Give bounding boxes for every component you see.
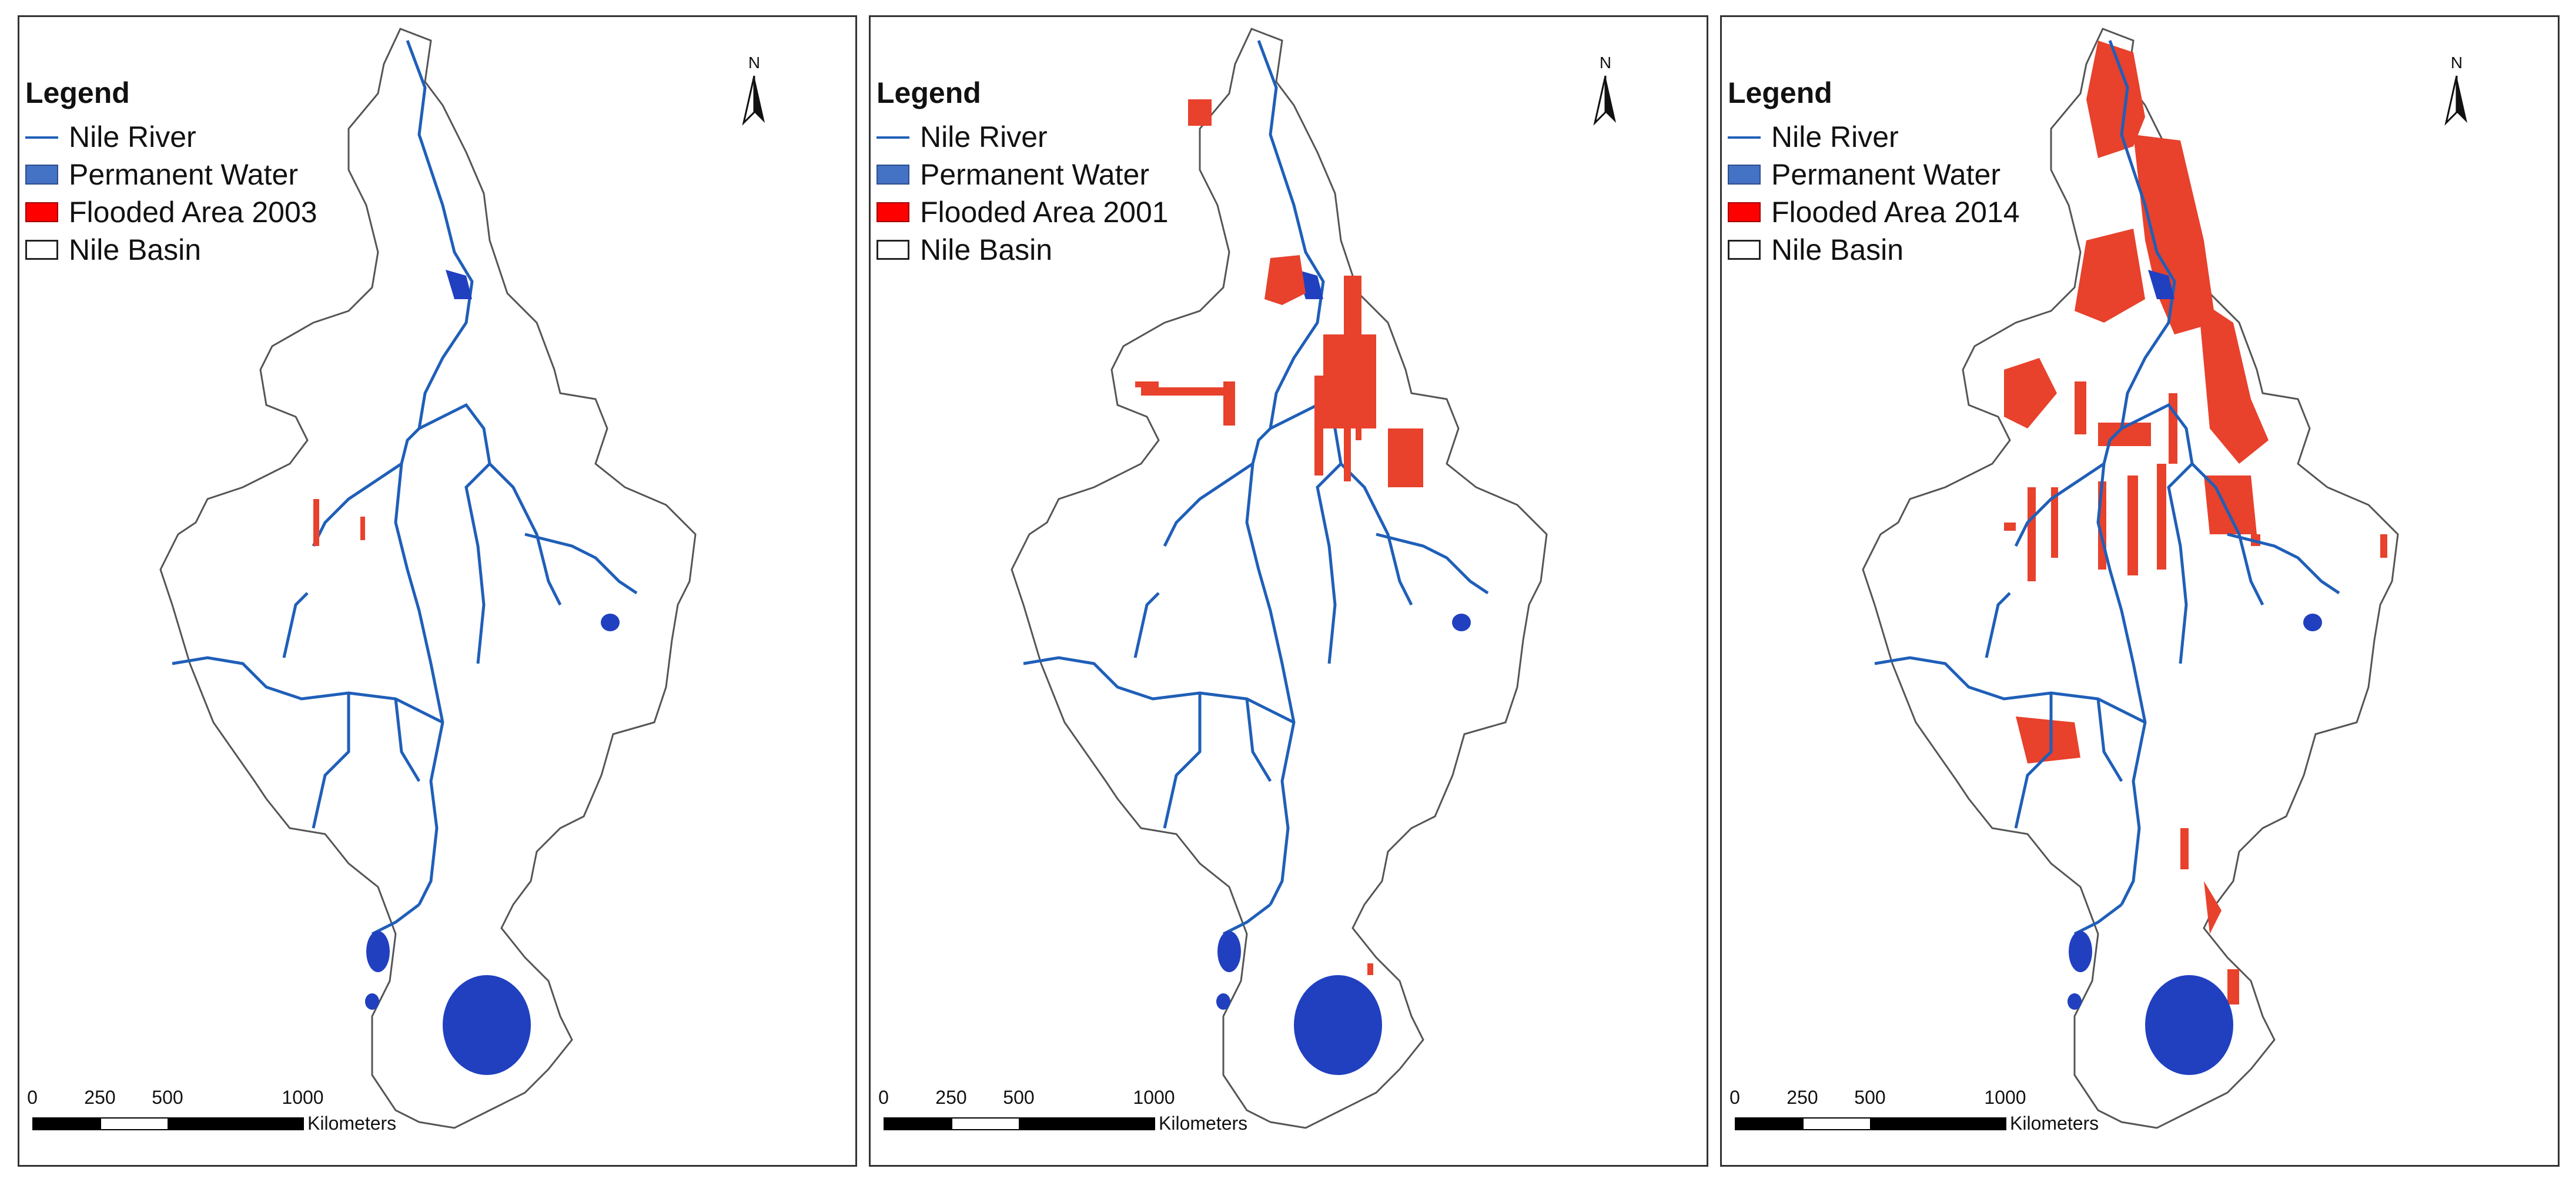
north-arrow-icon — [742, 75, 765, 126]
north-arrow-label: N — [2450, 53, 2463, 72]
map-panel-2001: Legend Nile River Permanent Water Floode… — [869, 15, 1708, 1167]
scale-tick: 250 — [84, 1087, 116, 1108]
scale-segment — [884, 1117, 952, 1130]
legend-label: Nile River — [69, 120, 196, 153]
legend-label: Nile Basin — [920, 233, 1053, 266]
basin-swatch — [1728, 240, 1761, 260]
nile-river — [1874, 40, 2340, 936]
legend-item-permanent-water: Permanent Water — [876, 156, 1169, 193]
legend-label: Flooded Area 2001 — [920, 196, 1169, 229]
scale-tick: 500 — [1003, 1087, 1035, 1108]
scale-bar: 0 250 500 1000 Kilometers — [878, 1087, 1289, 1157]
basin-outline — [159, 28, 697, 1129]
legend-item-river: Nile River — [876, 118, 1169, 156]
scale-segment — [1735, 1117, 1804, 1130]
nile-river — [172, 40, 638, 936]
permanent-water-swatch — [25, 165, 58, 185]
north-arrow: N — [2439, 53, 2474, 130]
basin-swatch — [876, 240, 909, 260]
scale-segment — [100, 1117, 169, 1130]
river-swatch — [25, 136, 58, 139]
river-swatch — [1728, 136, 1761, 139]
flood-swatch — [876, 202, 909, 222]
legend-item-flooded-area: Flooded Area 2003 — [25, 193, 317, 231]
flooded-area — [313, 499, 365, 546]
north-arrow-label: N — [748, 53, 761, 72]
legend-label: Nile River — [920, 120, 1048, 153]
scale-units: Kilometers — [2010, 1113, 2099, 1134]
north-arrow: N — [1588, 53, 1623, 130]
legend-item-river: Nile River — [1728, 118, 2020, 156]
legend-title: Legend — [876, 76, 981, 109]
legend-item-river: Nile River — [25, 118, 317, 156]
legend-label: Nile River — [1771, 120, 1899, 153]
scale-bar: 0 250 500 1000 Kilometers — [1729, 1087, 2140, 1157]
legend-item-basin: Nile Basin — [876, 231, 1169, 269]
legend-item-permanent-water: Permanent Water — [1728, 156, 2020, 193]
basin-map — [1011, 28, 1548, 1129]
legend-item-basin: Nile Basin — [1728, 231, 2020, 269]
north-arrow-icon — [2444, 75, 2467, 126]
scale-tick: 500 — [1854, 1087, 1886, 1108]
flood-swatch — [1728, 202, 1761, 222]
legend-item-flooded-area: Flooded Area 2001 — [876, 193, 1169, 231]
permanent-water-swatch — [876, 165, 909, 185]
legend-label: Flooded Area 2014 — [1771, 196, 2020, 229]
scale-tick: 1000 — [1133, 1087, 1175, 1108]
scale-segment — [1802, 1117, 1871, 1130]
permanent-water — [1216, 270, 1471, 1075]
legend-item-basin: Nile Basin — [25, 231, 317, 269]
basin-map — [1862, 28, 2399, 1129]
basin-outline — [1862, 28, 2399, 1129]
map-panel-2014: Legend Nile River Permanent Water Floode… — [1720, 15, 2560, 1167]
scale-units: Kilometers — [1159, 1113, 1248, 1134]
scale-segment — [168, 1117, 304, 1130]
legend-label: Flooded Area 2003 — [69, 196, 317, 229]
north-arrow-label: N — [1599, 53, 1612, 72]
legend-item-permanent-water: Permanent Water — [25, 156, 317, 193]
north-arrow-icon — [1593, 75, 1616, 126]
scale-tick: 250 — [935, 1087, 967, 1108]
scale-tick: 0 — [27, 1087, 38, 1108]
legend: Legend Nile River Permanent Water Floode… — [876, 76, 1169, 269]
basin-swatch — [25, 240, 58, 260]
legend-label: Permanent Water — [920, 158, 1149, 191]
scale-tick: 250 — [1787, 1087, 1818, 1108]
river-swatch — [876, 136, 909, 139]
scale-tick: 500 — [152, 1087, 183, 1108]
flooded-area — [1135, 99, 1423, 975]
scale-tick: 0 — [1729, 1087, 1740, 1108]
legend-item-flooded-area: Flooded Area 2014 — [1728, 193, 2020, 231]
legend-label: Nile Basin — [69, 233, 202, 266]
legend: Legend Nile River Permanent Water Floode… — [1728, 76, 2020, 269]
scale-tick: 0 — [878, 1087, 889, 1108]
legend: Legend Nile River Permanent Water Floode… — [25, 76, 317, 269]
map-panel-2003: Legend Nile River Permanent Water Floode… — [18, 15, 857, 1167]
permanent-water — [365, 270, 620, 1075]
legend-label: Permanent Water — [69, 158, 298, 191]
flooded-area — [2004, 41, 2387, 1052]
scale-tick: 1000 — [1984, 1087, 2026, 1108]
scale-segment — [1870, 1117, 2006, 1130]
scale-segment — [951, 1117, 1020, 1130]
permanent-water-swatch — [1728, 165, 1761, 185]
legend-label: Permanent Water — [1771, 158, 2000, 191]
basin-map — [159, 28, 697, 1129]
legend-title: Legend — [1728, 76, 1832, 109]
scale-segment — [1019, 1117, 1155, 1130]
scale-tick: 1000 — [282, 1087, 324, 1108]
legend-title: Legend — [25, 76, 130, 109]
basin-outline — [1011, 28, 1548, 1129]
scale-segment — [32, 1117, 101, 1130]
flood-swatch — [25, 202, 58, 222]
north-arrow: N — [737, 53, 772, 130]
legend-label: Nile Basin — [1771, 233, 1904, 266]
permanent-water — [2068, 270, 2322, 1075]
scale-bar: 0 250 500 1000 Kilometers — [26, 1087, 438, 1157]
scale-units: Kilometers — [307, 1113, 397, 1134]
